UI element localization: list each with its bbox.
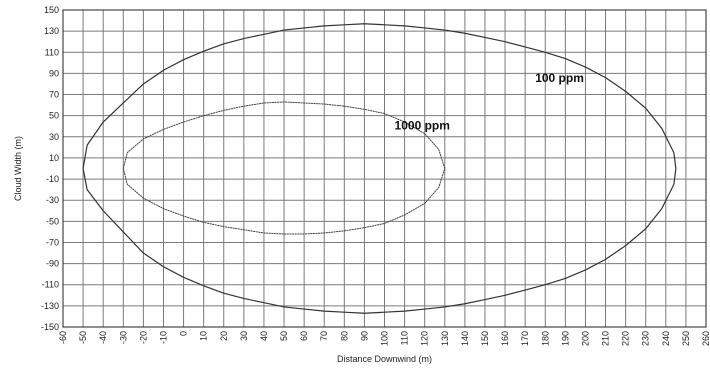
x-tick-label: 210 (601, 331, 611, 346)
x-tick-label: 70 (319, 331, 329, 341)
x-tick-label: -10 (158, 331, 168, 344)
plot-frame (62, 9, 707, 328)
x-tick-label: 180 (540, 331, 550, 346)
annotations: 100 ppm 1000 ppm (395, 71, 584, 133)
y-tick-label: -90 (46, 259, 59, 269)
x-tick-label: 170 (520, 331, 530, 346)
x-tick-labels: -60 -50 -40 -30 -20 -10 0 10 20 30 40 50 60 70 80 90 100… (58, 331, 710, 346)
x-tick-label: 230 (641, 331, 651, 346)
x-tick-label: 90 (359, 331, 369, 341)
y-tick-label: 150 (44, 5, 59, 15)
x-tick-label: -20 (138, 331, 148, 344)
x-tick-label: 250 (681, 331, 691, 346)
x-tick-label: 130 (440, 331, 450, 346)
x-tick-label: 60 (299, 331, 309, 341)
x-tick-label: 110 (400, 331, 410, 345)
x-tick-label: 80 (339, 331, 349, 341)
x-tick-label: -50 (78, 331, 88, 344)
x-tick-label: 10 (199, 331, 209, 341)
series-layer (82, 23, 677, 314)
x-tick-label: 240 (661, 331, 671, 346)
y-tick-label: 50 (49, 111, 59, 121)
annotation-label: 100 ppm (535, 71, 584, 85)
y-tick-label: 110 (45, 47, 59, 57)
x-tick-label: 260 (701, 331, 710, 346)
x-tick-label: -60 (58, 331, 68, 344)
annotation-label: 1000 ppm (395, 118, 450, 132)
y-tick-labels: 150 130 110 90 70 50 30 10 -10 -30 -50 -70 -90 -110 -1… (41, 5, 59, 332)
x-tick-label: 150 (480, 331, 490, 346)
y-tick-label: 70 (49, 90, 59, 100)
x-tick-label: 120 (420, 331, 430, 346)
series-line-100-ppm (82, 23, 677, 314)
x-tick-label: 0 (179, 331, 189, 336)
y-tick-label: -110 (42, 280, 59, 290)
y-tick-label: -30 (46, 195, 59, 205)
y-tick-label: -70 (46, 237, 59, 247)
y-tick-label: 10 (49, 153, 59, 163)
y-tick-label: -50 (46, 216, 59, 226)
y-axis-label: Cloud Width (m) (13, 136, 23, 201)
y-tick-label: 130 (44, 26, 59, 36)
x-tick-label: 40 (259, 331, 269, 341)
x-tick-label: -30 (118, 331, 128, 344)
x-tick-label: 30 (239, 331, 249, 341)
x-tick-label: 160 (500, 331, 510, 346)
y-tick-label: 90 (49, 68, 59, 78)
series-line-1000-ppm (122, 101, 446, 235)
y-tick-label: -10 (46, 174, 59, 184)
x-tick-label: 100 (380, 331, 390, 346)
x-tick-label: 20 (219, 331, 229, 341)
x-tick-label: 200 (580, 331, 590, 346)
x-tick-label: 140 (460, 331, 470, 346)
grid (62, 9, 707, 328)
x-tick-label: 50 (279, 331, 289, 341)
x-axis-label: Distance Downwind (m) (337, 354, 432, 364)
x-tick-label: -40 (98, 331, 108, 344)
x-tick-label: 190 (560, 331, 570, 346)
y-tick-label: -150 (41, 322, 59, 332)
y-tick-label: 30 (49, 132, 59, 142)
y-tick-label: -130 (41, 301, 59, 311)
x-tick-label: 220 (621, 331, 631, 346)
